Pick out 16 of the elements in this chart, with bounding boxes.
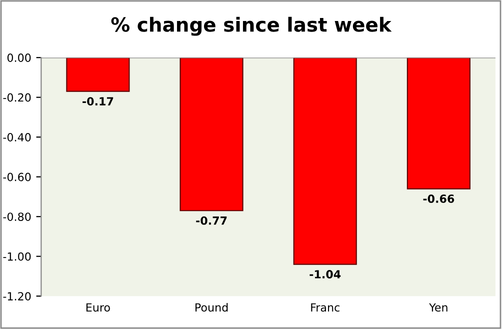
data-label: -0.77: [196, 216, 227, 225]
x-tick-label: Pound: [196, 303, 228, 312]
y-tick-label: -0.80: [3, 212, 31, 221]
chart-title: % change since last week: [111, 16, 392, 36]
data-label: -1.04: [310, 270, 341, 278]
y-tick-label: -0.60: [3, 172, 31, 182]
x-tick-label: Franc: [311, 303, 340, 312]
y-tick-label: 0.00: [7, 54, 31, 62]
data-label: -0.66: [423, 194, 454, 203]
y-tick-label: -1.20: [3, 292, 31, 300]
x-tick-label: Yen: [429, 303, 448, 312]
x-tick-label: Euro: [86, 303, 110, 312]
data-label: -0.17: [82, 97, 114, 106]
y-tick-label: -1.00: [3, 252, 31, 261]
y-tick-label: -0.20: [3, 93, 31, 102]
y-tick-label: -0.40: [3, 133, 31, 142]
